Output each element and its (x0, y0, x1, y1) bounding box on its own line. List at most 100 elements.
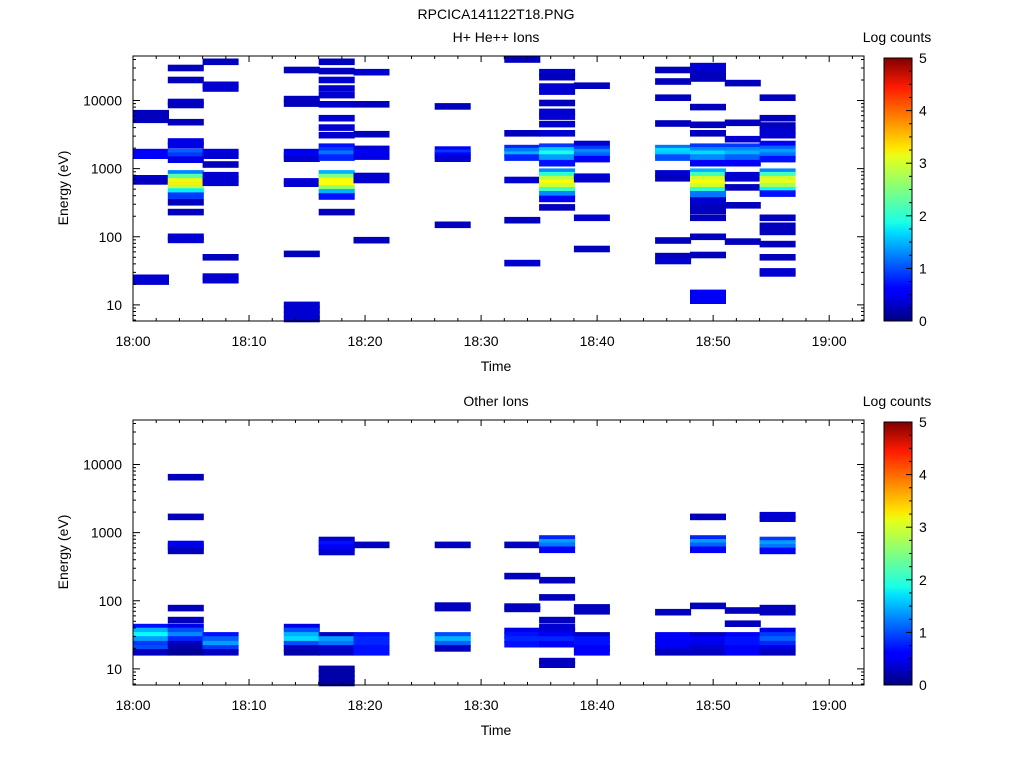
energy-bin (690, 183, 726, 190)
energy-bin (724, 150, 761, 158)
energy-bin (504, 176, 541, 184)
energy-bin (573, 175, 610, 183)
energy-bin (133, 623, 169, 631)
energy-bin (759, 270, 796, 277)
energy-bin (318, 67, 355, 75)
energy-bin (539, 154, 576, 161)
energy-bin (504, 216, 541, 224)
energy-bin (690, 62, 726, 70)
energy-bin (759, 544, 796, 551)
energy-bin (353, 649, 390, 656)
energy-bin (759, 228, 796, 236)
energy-bin (318, 536, 355, 544)
energy-bin (539, 636, 576, 643)
y-tick-label: 1000 (91, 161, 122, 177)
energy-bin (353, 130, 390, 138)
energy-bin (318, 189, 355, 196)
energy-bin (167, 473, 204, 481)
energy-bin (283, 649, 320, 656)
energy-bin (539, 179, 576, 187)
energy-bin (133, 649, 169, 656)
energy-bin (167, 188, 204, 195)
energy-bin (573, 152, 610, 159)
energy-bin (655, 649, 692, 656)
energy-bin (202, 273, 239, 280)
energy-bin (167, 623, 204, 631)
energy-bin (724, 184, 761, 191)
colorbar-tick-label: 3 (919, 519, 927, 535)
energy-bin (655, 154, 692, 161)
energy-bin (724, 175, 761, 182)
energy-bin (539, 88, 576, 95)
energy-bin (690, 197, 726, 204)
energy-bin (690, 602, 726, 610)
energy-bin (283, 645, 320, 652)
energy-bin (202, 81, 239, 89)
energy-bin (759, 604, 796, 612)
energy-bin (434, 636, 471, 643)
energy-bin (167, 208, 204, 216)
energy-bin (167, 636, 204, 643)
energy-bin (690, 645, 726, 652)
energy-bin (759, 240, 796, 248)
energy-bin (539, 616, 576, 624)
energy-bin (690, 297, 726, 304)
energy-bin (539, 535, 576, 542)
energy-bin (539, 594, 576, 601)
energy-bin (167, 118, 204, 126)
energy-bin (539, 623, 576, 631)
colorbar-tick-label: 4 (919, 467, 927, 483)
energy-bin (167, 148, 204, 156)
colorbar-tick-label: 5 (919, 414, 927, 430)
energy-bin (167, 173, 204, 181)
energy-bin (759, 636, 796, 643)
energy-bin (655, 257, 692, 265)
energy-bin (283, 623, 320, 631)
energy-bin (655, 252, 692, 260)
energy-bin (759, 511, 796, 519)
energy-bin (318, 114, 355, 122)
colorbar (883, 421, 913, 686)
energy-bin (133, 152, 169, 159)
energy-bin (167, 627, 204, 635)
energy-bin (690, 71, 726, 78)
energy-bin (539, 171, 576, 179)
energy-bin (690, 179, 726, 187)
energy-bin (318, 636, 355, 643)
energy-bin (434, 632, 471, 639)
energy-bin (759, 127, 796, 134)
energy-bin (724, 649, 761, 656)
energy-bin (318, 185, 355, 192)
energy-bin (759, 114, 796, 122)
energy-bin (724, 607, 761, 614)
energy-bin (573, 214, 610, 222)
energy-bin (133, 278, 169, 285)
energy-bin (133, 148, 169, 156)
energy-bin (353, 172, 390, 180)
energy-bin (167, 645, 204, 652)
energy-bin (202, 649, 239, 656)
energy-bin (759, 632, 796, 639)
energy-bin (504, 605, 541, 613)
energy-bin (724, 202, 761, 209)
plot-frame (132, 419, 865, 686)
energy-bin (318, 675, 355, 682)
energy-bin (690, 168, 726, 175)
energy-bin (690, 143, 726, 150)
energy-bin (690, 130, 726, 137)
energy-bin (318, 173, 355, 181)
energy-bin (318, 548, 355, 556)
energy-bin (167, 543, 204, 551)
x-tick-label: 19:00 (812, 697, 847, 713)
energy-bin (724, 143, 761, 150)
energy-bin (318, 147, 355, 154)
energy-bin (504, 130, 541, 137)
energy-bin (573, 155, 610, 163)
energy-bin (539, 175, 576, 183)
energy-bin (759, 536, 796, 544)
energy-bin (539, 195, 576, 203)
energy-bin (539, 640, 576, 648)
x-tick-label: 18:50 (696, 333, 731, 349)
energy-bin (504, 572, 541, 580)
energy-bin (724, 159, 761, 167)
